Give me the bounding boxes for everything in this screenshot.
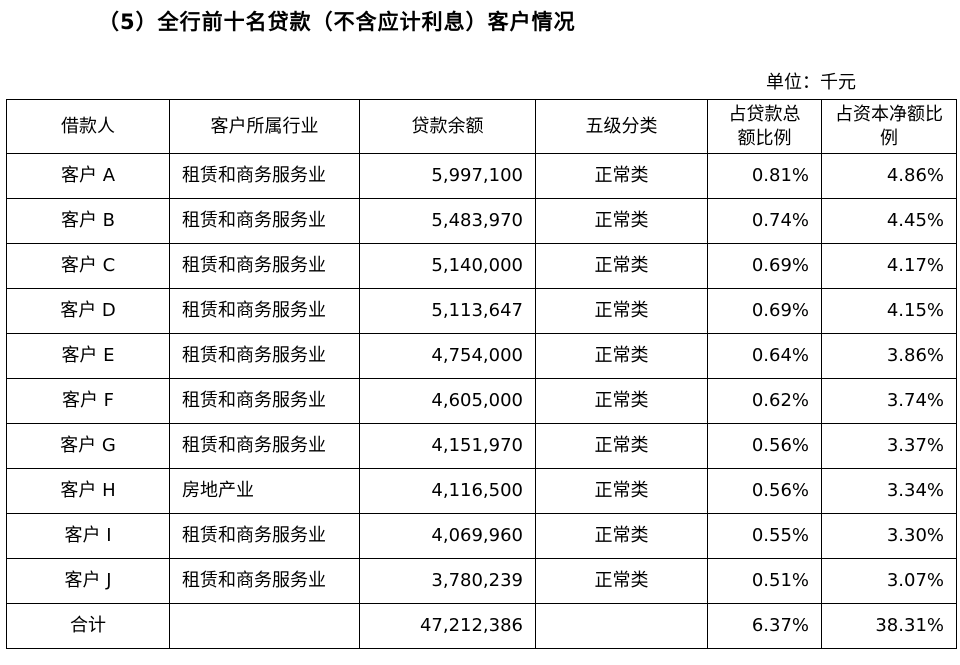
table-row: 客户 D 租赁和商务服务业 5,113,647 正常类 0.69% 4.15% (6, 288, 957, 334)
header-industry: 客户所属行业 (169, 99, 360, 154)
header-borrower: 借款人 (6, 99, 170, 154)
section-heading: （5）全行前十名贷款（不含应计利息）客户情况 (98, 10, 576, 34)
balance-cell: 5,483,970 (359, 198, 536, 244)
table-header-row: 借款人 客户所属行业 贷款余额 五级分类 占贷款总额比例 占资本净额比例 (6, 99, 957, 154)
classification-cell: 正常类 (535, 468, 708, 514)
table-row: 客户 A 租赁和商务服务业 5,997,100 正常类 0.81% 4.86% (6, 153, 957, 199)
table-row: 客户 G 租赁和商务服务业 4,151,970 正常类 0.56% 3.37% (6, 423, 957, 469)
table-row: 客户 F 租赁和商务服务业 4,605,000 正常类 0.62% 3.74% (6, 378, 957, 424)
capital-ratio-cell: 4.15% (821, 288, 957, 334)
balance-cell: 3,780,239 (359, 558, 536, 604)
industry-cell: 租赁和商务服务业 (169, 198, 360, 244)
loan-ratio-cell: 0.55% (707, 513, 822, 559)
classification-cell: 正常类 (535, 378, 708, 424)
loan-ratio-cell: 0.56% (707, 423, 822, 469)
loan-ratio-cell: 0.69% (707, 243, 822, 289)
borrower-cell: 客户 J (6, 558, 170, 604)
balance-cell: 4,754,000 (359, 333, 536, 379)
capital-ratio-cell: 4.17% (821, 243, 957, 289)
borrower-cell: 客户 G (6, 423, 170, 469)
classification-cell: 正常类 (535, 243, 708, 289)
classification-cell: 正常类 (535, 198, 708, 244)
table-row: 客户 B 租赁和商务服务业 5,483,970 正常类 0.74% 4.45% (6, 198, 957, 244)
loan-ratio-cell: 0.51% (707, 558, 822, 604)
classification-cell: 正常类 (535, 288, 708, 334)
capital-ratio-cell: 3.07% (821, 558, 957, 604)
classification-cell: 正常类 (535, 558, 708, 604)
balance-cell: 5,997,100 (359, 153, 536, 199)
capital-ratio-cell: 3.34% (821, 468, 957, 514)
balance-cell: 4,116,500 (359, 468, 536, 514)
borrower-cell: 客户 B (6, 198, 170, 244)
classification-cell: 正常类 (535, 153, 708, 199)
classification-cell: 正常类 (535, 333, 708, 379)
borrower-cell: 客户 C (6, 243, 170, 289)
balance-cell: 5,113,647 (359, 288, 536, 334)
borrower-cell: 客户 A (6, 153, 170, 199)
balance-cell: 5,140,000 (359, 243, 536, 289)
capital-ratio-cell: 3.74% (821, 378, 957, 424)
loan-ratio-cell: 0.56% (707, 468, 822, 514)
industry-cell: 租赁和商务服务业 (169, 513, 360, 559)
classification-cell: 正常类 (535, 513, 708, 559)
loan-ratio-cell: 0.74% (707, 198, 822, 244)
industry-cell: 房地产业 (169, 468, 360, 514)
header-balance: 贷款余额 (359, 99, 536, 154)
industry-cell: 租赁和商务服务业 (169, 288, 360, 334)
table-row: 客户 H 房地产业 4,116,500 正常类 0.56% 3.34% (6, 468, 957, 514)
total-loan-ratio-cell: 6.37% (707, 603, 822, 649)
capital-ratio-cell: 3.30% (821, 513, 957, 559)
capital-ratio-cell: 3.86% (821, 333, 957, 379)
borrower-cell: 客户 I (6, 513, 170, 559)
borrower-cell: 客户 H (6, 468, 170, 514)
table-row: 客户 C 租赁和商务服务业 5,140,000 正常类 0.69% 4.17% (6, 243, 957, 289)
unit-label: 单位：千元 (766, 72, 856, 93)
industry-cell: 租赁和商务服务业 (169, 153, 360, 199)
top-ten-loan-customers-table: 借款人 客户所属行业 贷款余额 五级分类 占贷款总额比例 占资本净额比例 客户 … (6, 99, 957, 649)
total-balance-cell: 47,212,386 (359, 603, 536, 649)
loan-ratio-cell: 0.81% (707, 153, 822, 199)
loan-ratio-cell: 0.64% (707, 333, 822, 379)
borrower-cell: 客户 D (6, 288, 170, 334)
industry-cell: 租赁和商务服务业 (169, 423, 360, 469)
total-industry-cell (169, 603, 360, 649)
table-row: 客户 E 租赁和商务服务业 4,754,000 正常类 0.64% 3.86% (6, 333, 957, 379)
loan-ratio-cell: 0.69% (707, 288, 822, 334)
header-classification: 五级分类 (535, 99, 708, 154)
industry-cell: 租赁和商务服务业 (169, 378, 360, 424)
total-label-cell: 合计 (6, 603, 170, 649)
balance-cell: 4,605,000 (359, 378, 536, 424)
balance-cell: 4,069,960 (359, 513, 536, 559)
industry-cell: 租赁和商务服务业 (169, 558, 360, 604)
header-capital-ratio: 占资本净额比例 (821, 99, 957, 154)
classification-cell: 正常类 (535, 423, 708, 469)
capital-ratio-cell: 4.45% (821, 198, 957, 244)
capital-ratio-cell: 4.86% (821, 153, 957, 199)
total-classification-cell (535, 603, 708, 649)
total-capital-ratio-cell: 38.31% (821, 603, 957, 649)
table-row: 客户 J 租赁和商务服务业 3,780,239 正常类 0.51% 3.07% (6, 558, 957, 604)
loan-ratio-cell: 0.62% (707, 378, 822, 424)
industry-cell: 租赁和商务服务业 (169, 243, 360, 289)
total-row: 合计 47,212,386 6.37% 38.31% (6, 603, 957, 649)
borrower-cell: 客户 E (6, 333, 170, 379)
industry-cell: 租赁和商务服务业 (169, 333, 360, 379)
balance-cell: 4,151,970 (359, 423, 536, 469)
borrower-cell: 客户 F (6, 378, 170, 424)
capital-ratio-cell: 3.37% (821, 423, 957, 469)
table-row: 客户 I 租赁和商务服务业 4,069,960 正常类 0.55% 3.30% (6, 513, 957, 559)
header-loan-ratio: 占贷款总额比例 (707, 99, 822, 154)
